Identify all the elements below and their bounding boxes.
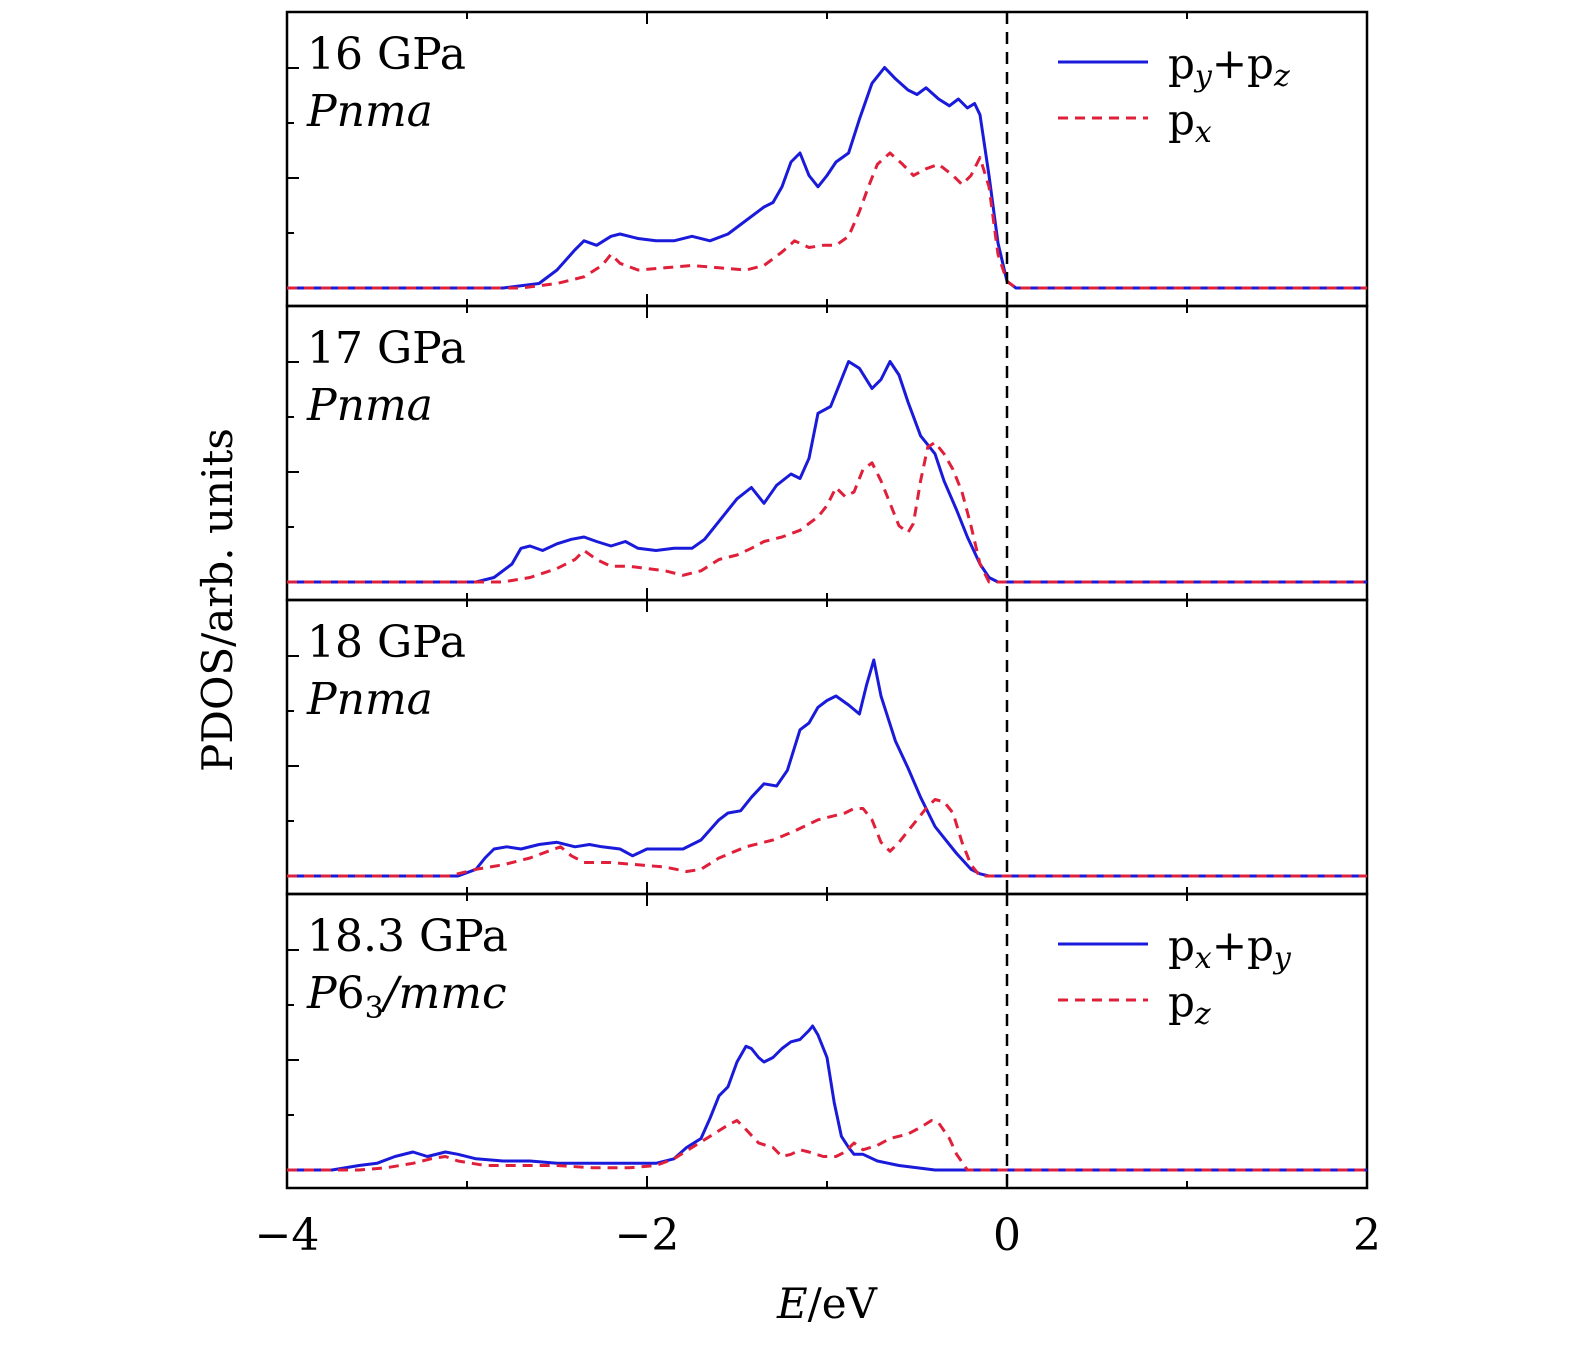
legend-entry: px [1168,95,1212,150]
y-axis-title: PDOS/arb. units [193,428,242,772]
panel-3: 18 GPa Pnma [285,598,1369,896]
pressure-label: 17 GPa [307,323,466,374]
x-tick-label: 0 [993,1210,1021,1261]
legend-entry: py+pz [1168,39,1290,94]
solid-series-line [287,360,1367,584]
pressure-label: 16 GPa [307,29,466,80]
dashed-series-line [287,798,1367,878]
solid-series-line [287,658,1367,878]
phase-label: Pnma [306,86,433,137]
solid-series-line [287,1024,1367,1172]
legend-entry: px+py [1168,921,1292,976]
panel-2: 17 GPa Pnma [285,304,1369,602]
solid-series-line [287,66,1367,290]
x-tick-label: −4 [255,1210,320,1261]
dashed-series-line [287,151,1367,290]
x-axis-title: E/eV [776,1279,878,1328]
legend-entry: pz [1168,977,1211,1032]
pressure-label: 18 GPa [307,617,466,668]
x-tick-label: −2 [615,1210,680,1261]
phase-label: Pnma [306,674,433,725]
pressure-label: 18.3 GPa [307,911,508,962]
x-tick-label: 2 [1353,1210,1381,1261]
phase-label: P63/mmc [306,968,507,1026]
dashed-series-line [287,441,1367,584]
phase-label: Pnma [306,380,433,431]
dashed-series-line [287,1119,1367,1172]
